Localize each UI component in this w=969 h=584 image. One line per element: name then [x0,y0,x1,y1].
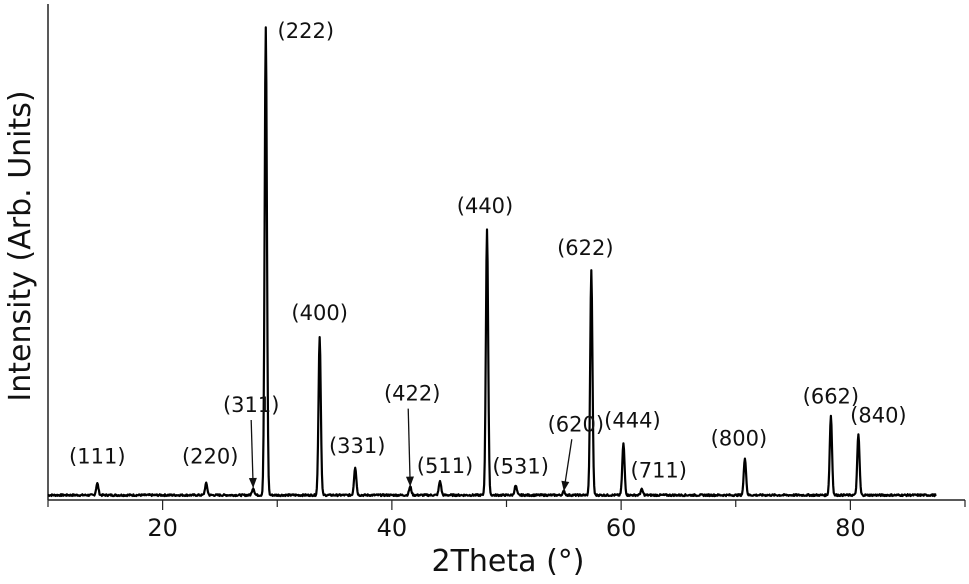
peak-label: (622) [557,236,613,260]
peak-label: (531) [492,455,548,479]
x-axis-label: 2Theta (°) [432,544,585,579]
arrow-head [561,480,570,492]
peak-labels: (111) (220) (311) (222) (400) (331) (422) (511)… [69,19,907,482]
peak-label: (440) [457,194,513,218]
peak-label: (220) [182,444,238,468]
x-tick-label: 40 [377,514,408,542]
arrow-head [248,477,257,488]
peak-label: (311) [223,393,279,417]
peak-label: (422) [384,382,440,406]
peak-arrow [250,419,254,489]
y-axis-label: Intensity (Arb. Units) [3,90,38,401]
arrow-head [405,476,414,487]
x-tick-label: 20 [147,514,178,542]
x-tick-label: 80 [835,514,866,542]
peak-arrows [248,408,573,492]
axes [47,4,965,501]
peak-label: (620) [548,412,604,436]
peak-label: (511) [417,454,473,478]
diffraction-trace [47,26,937,498]
peak-label: (800) [711,427,767,451]
peak-arrow [407,408,411,487]
peak-label: (444) [604,409,660,433]
peak-label: (400) [291,301,347,325]
x-ticks [47,500,966,510]
peak-label: (331) [329,434,385,458]
peak-label: (711) [631,458,687,482]
x-tick-labels: 20 40 60 80 [147,514,865,542]
peak-label: (662) [803,385,859,409]
peak-label: (222) [278,19,334,43]
peak-label: (111) [69,444,125,468]
x-tick-label: 60 [606,514,637,542]
peak-label: (840) [850,403,906,427]
